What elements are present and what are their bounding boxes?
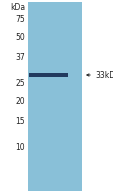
Text: 25: 25 <box>15 80 25 89</box>
Text: 15: 15 <box>15 118 25 126</box>
Text: 33kDa: 33kDa <box>94 70 113 80</box>
Text: 75: 75 <box>15 15 25 25</box>
Bar <box>29 73 67 77</box>
Text: 50: 50 <box>15 34 25 42</box>
Text: 10: 10 <box>15 144 25 152</box>
Bar <box>28 2 81 191</box>
Text: kDa: kDa <box>10 3 25 13</box>
Text: 20: 20 <box>15 96 25 106</box>
Text: 37: 37 <box>15 53 25 63</box>
